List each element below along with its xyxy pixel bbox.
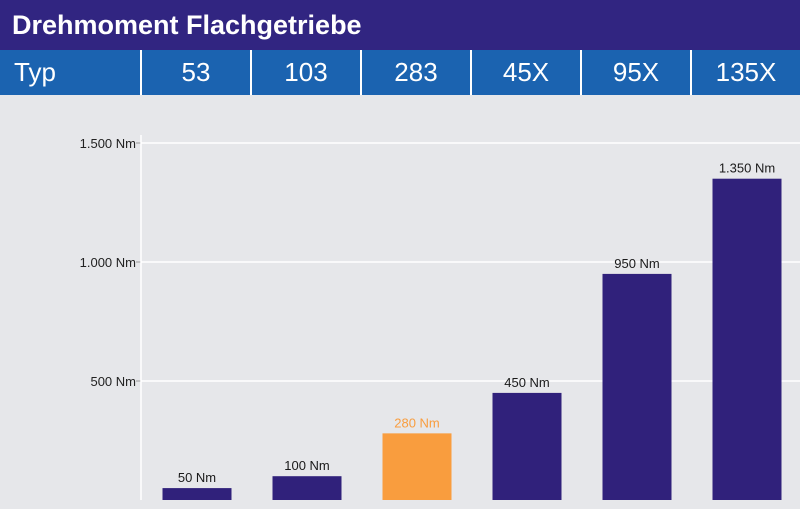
type-row-label: Typ [14, 57, 56, 87]
bar-283 [382, 433, 452, 500]
bar-103 [272, 476, 342, 500]
data-label-53: 50 Nm [178, 470, 216, 485]
type-cell-135x: 135X [690, 50, 800, 95]
type-cell-45x: 45X [470, 50, 580, 95]
data-label-45X: 450 Nm [504, 375, 550, 390]
data-label-103: 100 Nm [284, 458, 330, 473]
data-label-283: 280 Nm [394, 415, 440, 430]
chart-title: Drehmoment Flachgetriebe [0, 0, 800, 50]
type-cell-95x: 95X [580, 50, 690, 95]
type-cell-283: 283 [360, 50, 470, 95]
y-tick-label: 500 Nm [90, 374, 136, 389]
data-label-95X: 950 Nm [614, 256, 660, 271]
bar-chart: 500 Nm 1.000 Nm 1.500 Nm 50 Nm 100 Nm 280 Nm 4… [80, 135, 800, 500]
type-row: Typ 53 103 283 45X 95X 135X [0, 50, 800, 95]
type-cell-103: 103 [250, 50, 360, 95]
data-label-135X: 1.350 Nm [719, 161, 775, 176]
type-cell-53: 53 [140, 50, 250, 95]
bar-95X [602, 273, 672, 500]
y-tick-label: 1.500 Nm [80, 136, 136, 151]
bar-135X [712, 178, 782, 500]
bar-53 [162, 488, 232, 500]
bar-45X [492, 392, 562, 500]
plot-area: 500 Nm 1.000 Nm 1.500 Nm 50 Nm 100 Nm 280 Nm 4… [0, 95, 800, 509]
y-tick-label: 1.000 Nm [80, 255, 136, 270]
